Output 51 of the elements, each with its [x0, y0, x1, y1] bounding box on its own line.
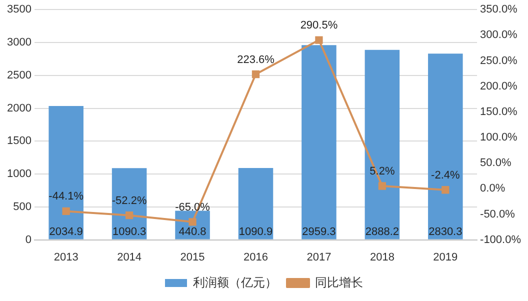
y2-tick-label: 300.0%	[480, 29, 518, 42]
bar	[238, 168, 274, 240]
x-tick-label: 2013	[54, 251, 78, 264]
y2-tick-label: -50.0%	[480, 208, 516, 220]
y2-tick-label: 200.0%	[480, 80, 518, 92]
x-tick-label: 2019	[433, 251, 458, 264]
data-label: -52.2%	[112, 194, 147, 207]
bar	[364, 50, 400, 240]
y2-tick-label: 50.0%	[480, 157, 512, 170]
point	[442, 186, 450, 194]
data-label: 1090.3	[112, 226, 146, 238]
point	[62, 207, 70, 216]
data-label: -44.1%	[48, 190, 84, 203]
data-label: 223.6%	[237, 54, 275, 66]
point	[188, 218, 196, 226]
data-label: 2959.3	[302, 226, 336, 238]
y2-tick-label: -100.0%	[480, 234, 522, 246]
y-tick-label: 1000	[6, 168, 32, 180]
bar	[428, 54, 463, 240]
data-label: 2888.2	[365, 226, 400, 238]
y2-tick-label: 150.0%	[480, 106, 518, 118]
data-label: -2.4%	[431, 169, 460, 182]
data-label: 440.8	[178, 226, 206, 238]
y-tick-label: 2000	[6, 102, 32, 114]
legend-label: 利润额（亿元）	[193, 275, 277, 290]
legend-label: 同比增长	[315, 275, 363, 290]
bar	[48, 106, 84, 240]
y2-tick-label: 250.0%	[480, 54, 518, 67]
data-label: 2830.3	[428, 226, 462, 238]
x-tick-label: 2015	[180, 251, 205, 264]
point	[125, 212, 134, 220]
y2-tick-label: 0.0%	[480, 182, 506, 195]
y-tick-label: 1500	[6, 135, 32, 148]
data-label: 290.5%	[300, 20, 338, 32]
y-tick-label: 2500	[6, 69, 32, 82]
x-tick-label: 2016	[244, 251, 268, 264]
y-tick-label: 500	[13, 200, 32, 213]
y2-tick-label: 100.0%	[480, 132, 518, 144]
y-tick-label: 3500	[6, 4, 32, 16]
y-tick-label: 3000	[6, 36, 32, 49]
data-label: 1090.9	[238, 226, 273, 238]
y2-tick-label: 350.0%	[480, 4, 518, 16]
data-label: 2034.9	[49, 226, 83, 238]
bar	[302, 45, 336, 240]
x-tick-label: 2017	[306, 251, 332, 264]
point	[252, 70, 260, 78]
point	[315, 36, 323, 44]
y-tick-label: 0	[25, 234, 32, 246]
x-tick-label: 2018	[370, 251, 394, 264]
point	[378, 182, 386, 190]
x-tick-label: 2014	[117, 251, 142, 264]
